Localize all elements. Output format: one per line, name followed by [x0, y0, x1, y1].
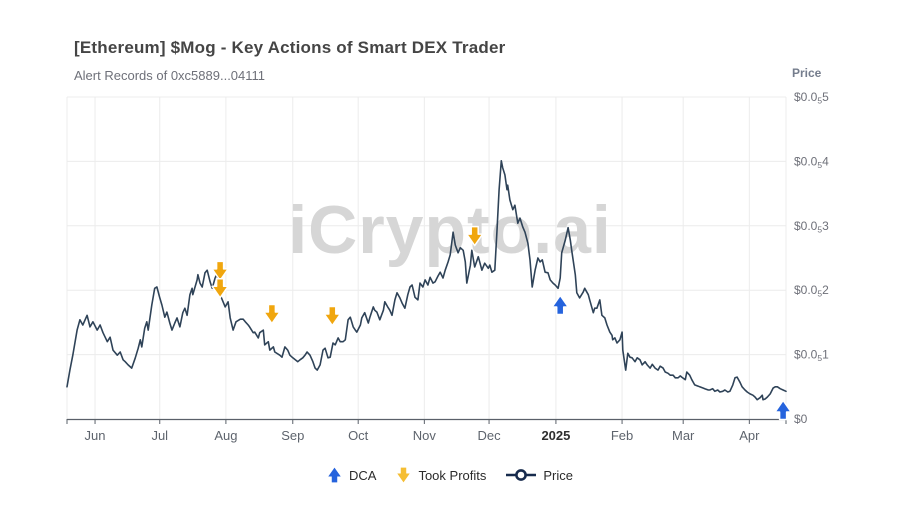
- y-axis-label: $0: [794, 412, 808, 426]
- took-profits-marker[interactable]: [211, 278, 229, 299]
- took-profits-marker[interactable]: [465, 225, 484, 247]
- legend: DCA Took Profits Price: [0, 466, 900, 484]
- x-axis-label: Nov: [413, 428, 437, 443]
- x-axis-label: Jul: [151, 428, 168, 443]
- y-axis-label: $0.051: [794, 348, 829, 364]
- x-axis-label: Aug: [214, 428, 237, 443]
- x-axis-label: 2025: [541, 428, 570, 443]
- page-title: [Ethereum] $Mog - Key Actions of Smart D…: [74, 38, 506, 57]
- y-axis-label: $0.053: [794, 219, 829, 235]
- y-axis-label: $0.054: [794, 154, 829, 170]
- x-axis-label: Sep: [281, 428, 304, 443]
- took-profits-down-arrow-icon: [397, 467, 411, 483]
- price-axis-title: Price: [792, 66, 822, 80]
- legend-label-dca: DCA: [349, 467, 377, 483]
- legend-label-price: Price: [543, 467, 573, 483]
- dca-marker[interactable]: [551, 294, 569, 316]
- y-axis-label: $0.055: [794, 90, 829, 106]
- x-axis-label: Feb: [611, 428, 633, 443]
- price-line[interactable]: [66, 160, 787, 401]
- x-axis-label: Jun: [85, 428, 106, 443]
- y-axis-label: $0.052: [794, 283, 829, 299]
- dca-up-arrow-icon: [328, 467, 341, 483]
- legend-item-price[interactable]: Price: [506, 468, 573, 483]
- took-profits-marker[interactable]: [211, 260, 229, 282]
- legend-label-took-profits: Took Profits: [418, 467, 487, 483]
- price-line-icon: [506, 469, 537, 481]
- legend-item-took-profits[interactable]: Took Profits: [396, 466, 486, 484]
- x-axis-label: Oct: [348, 428, 369, 443]
- x-axis-label: Apr: [739, 428, 760, 443]
- took-profits-marker[interactable]: [263, 303, 281, 325]
- x-axis-label: Mar: [672, 428, 695, 443]
- dca-marker[interactable]: [774, 399, 792, 421]
- x-axis-label: Dec: [477, 428, 501, 443]
- legend-item-dca[interactable]: DCA: [327, 466, 376, 484]
- took-profits-marker[interactable]: [323, 305, 342, 327]
- page-subtitle: Alert Records of 0xc5889...04111: [74, 68, 266, 83]
